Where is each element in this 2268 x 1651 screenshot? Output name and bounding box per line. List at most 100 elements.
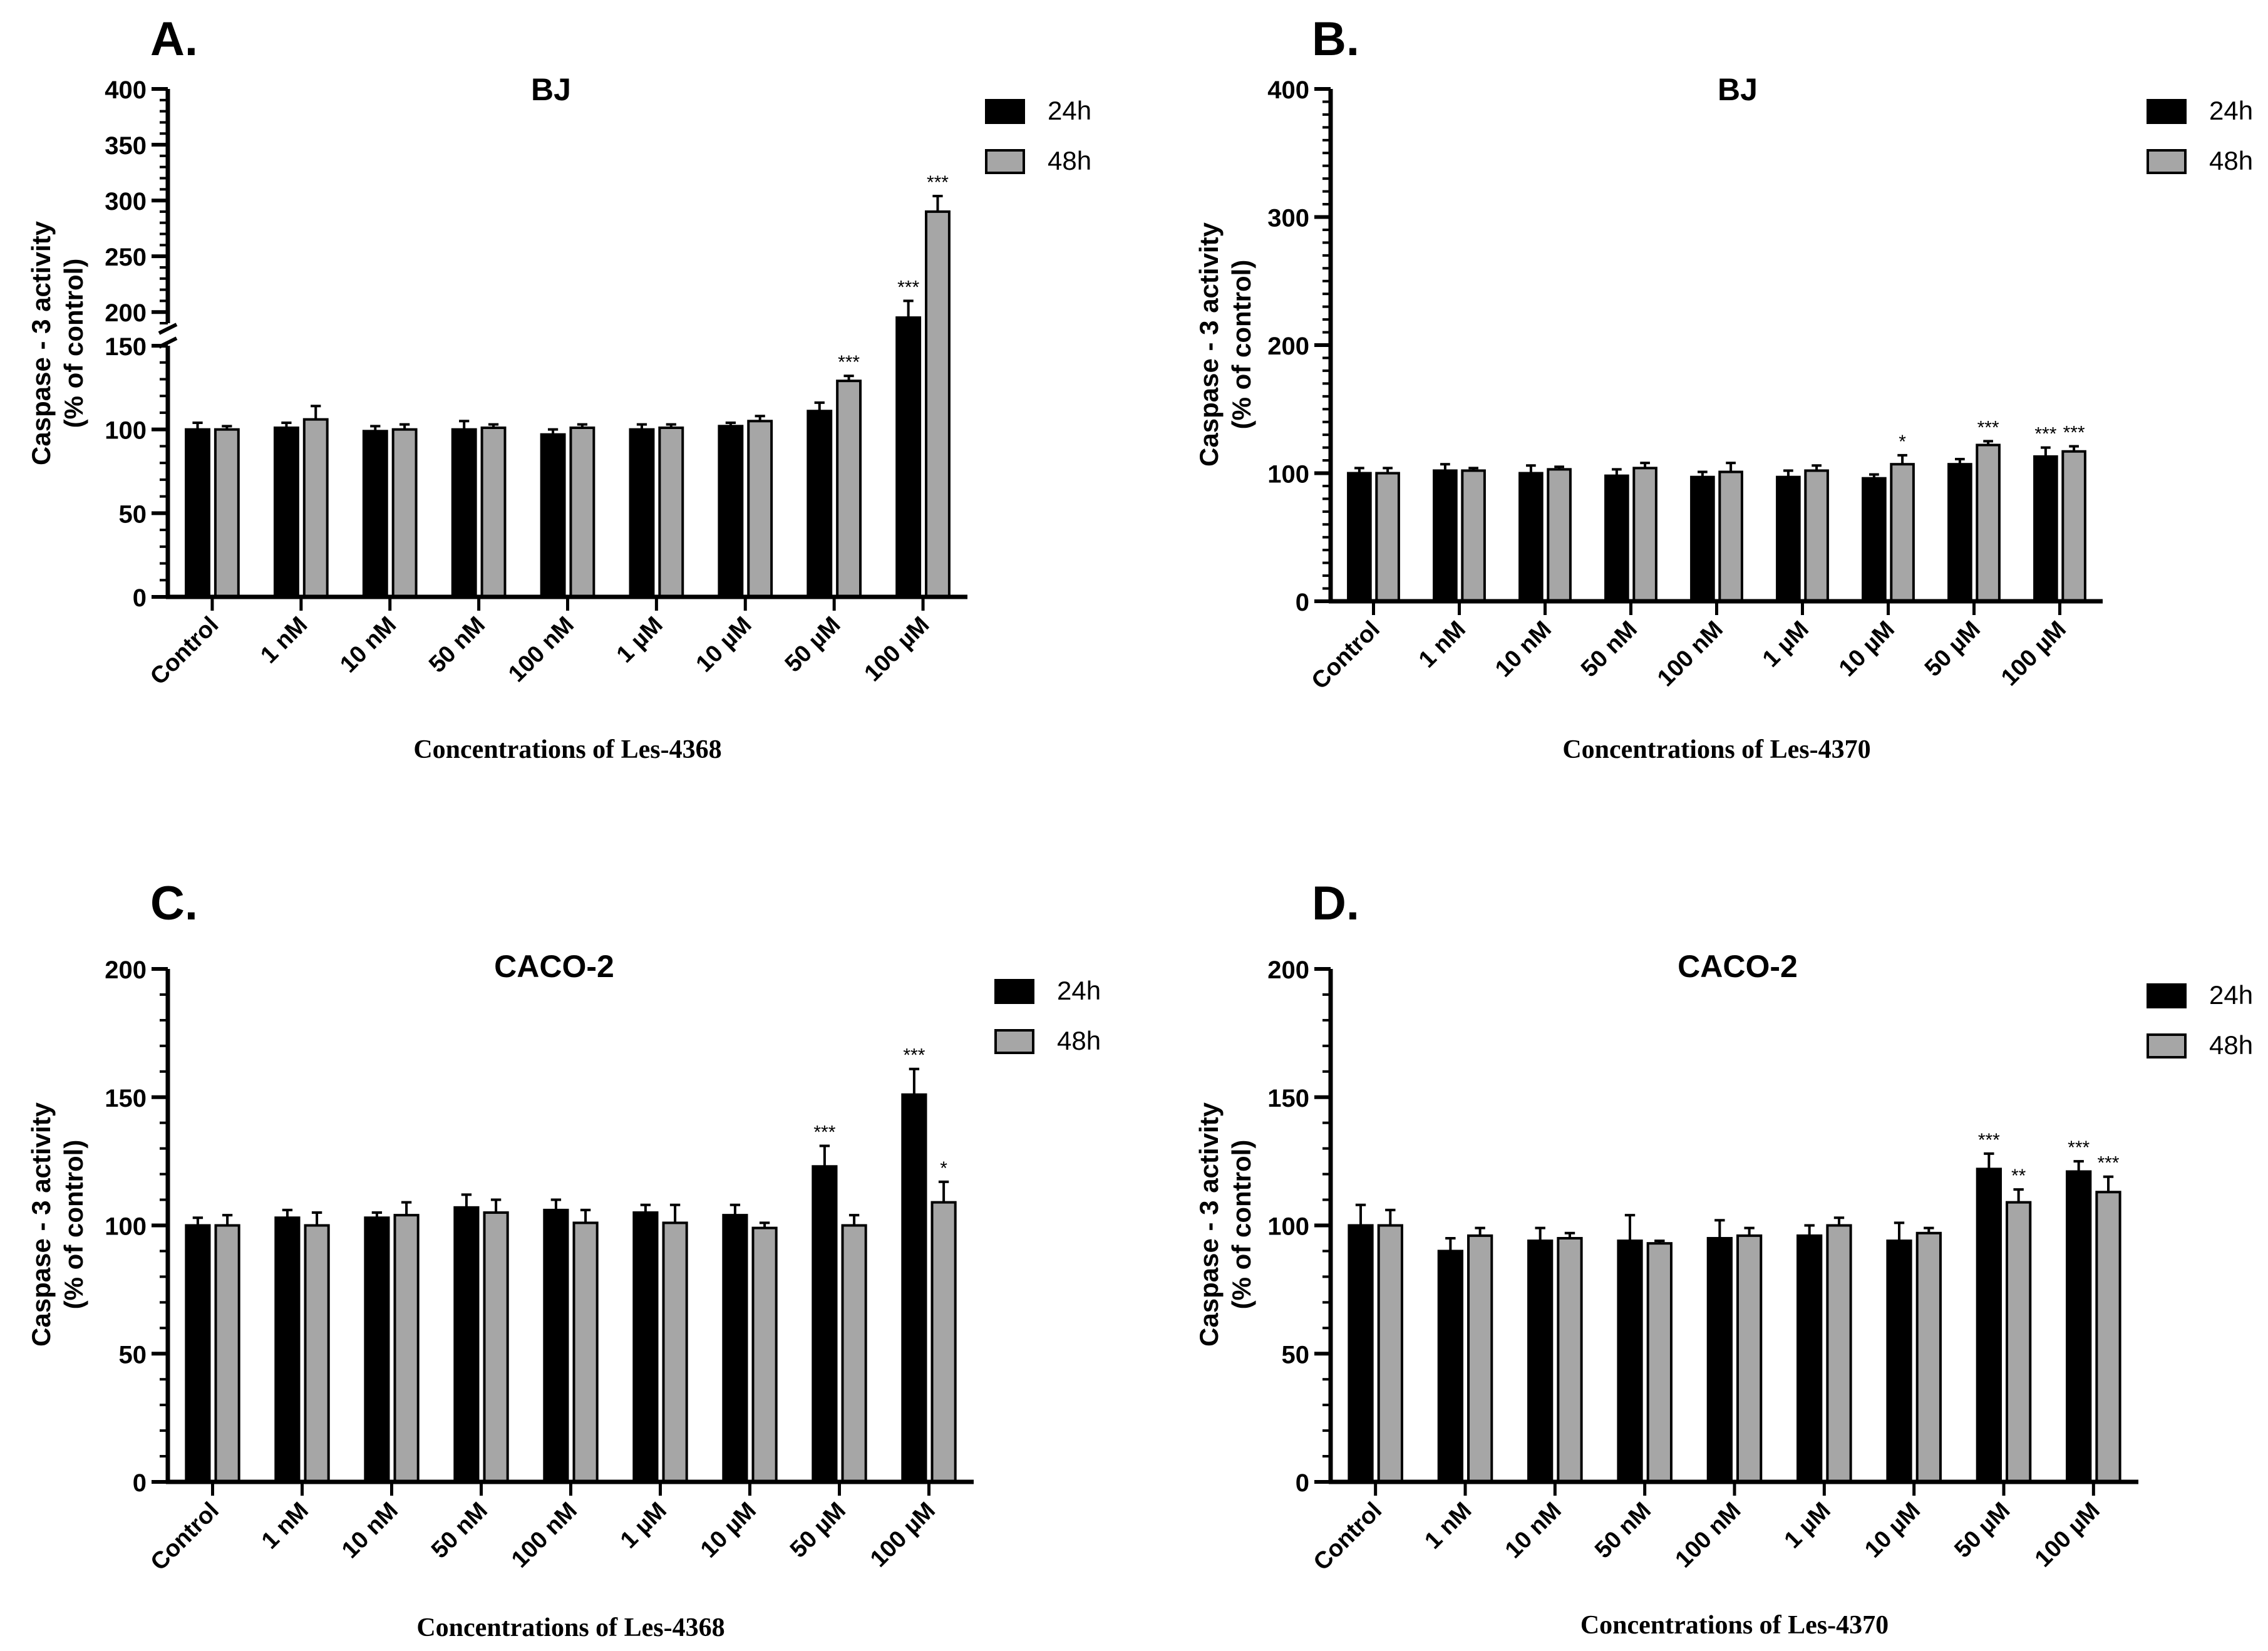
bar-48h-4 <box>572 1221 599 1484</box>
bar-48h-7 <box>1976 443 2001 603</box>
panel-label: C. <box>150 877 198 930</box>
legend-label-24h: 24h <box>2209 96 2253 125</box>
panel-label: B. <box>1312 13 1359 66</box>
y-tick-label: 200 <box>1267 956 1309 984</box>
bar-48h-2 <box>1557 1236 1583 1483</box>
y-axis-label-line1: Caspase - 3 activity <box>1194 1102 1224 1347</box>
bar-24h-6 <box>722 1214 748 1483</box>
legend-label-48h: 48h <box>2209 1030 2253 1060</box>
y-axis-label: Caspase - 3 activity (% of control) <box>26 220 88 465</box>
bar-48h-7 <box>2006 1201 2032 1484</box>
y-tick-label: 100 <box>1267 461 1309 489</box>
significance-label: *** <box>897 277 919 298</box>
chart-title: BJ <box>1718 72 1758 107</box>
bar-24h-6 <box>718 425 744 598</box>
bar-48h-2 <box>391 428 418 599</box>
bar-24h-1 <box>273 426 299 598</box>
x-tick-label: 100 µM <box>2030 1498 2105 1573</box>
bar-48h-4 <box>1718 470 1743 603</box>
bar-24h-8 <box>2066 1170 2092 1483</box>
bar-48h-8 <box>2095 1191 2121 1483</box>
bar-24h-2 <box>1518 472 1544 603</box>
bar-24h-0 <box>1347 472 1372 603</box>
x-tick-label: 100 µM <box>1996 616 2071 691</box>
x-tick-label: 10 nM <box>1490 616 1557 683</box>
x-tick-label: 50 nM <box>1576 616 1642 683</box>
bar-24h-1 <box>1433 469 1458 603</box>
bar-24h-0 <box>185 1224 211 1483</box>
bar-48h-8 <box>2061 450 2086 603</box>
bar-48h-5 <box>1826 1224 1852 1483</box>
bar-24h-4 <box>1690 475 1715 603</box>
bar-24h-3 <box>1604 474 1629 603</box>
legend-swatch-24h <box>994 979 1034 1004</box>
y-tick-label: 100 <box>1267 1213 1309 1241</box>
bar-24h-2 <box>362 430 388 599</box>
y-tick-label: 0 <box>133 584 147 612</box>
y-axis-label-line2: (% of control) <box>1227 1140 1256 1310</box>
y-axis-label-line2: (% of control) <box>59 259 88 428</box>
y-tick-label: 400 <box>1267 76 1309 104</box>
y-axis-label: Caspase - 3 activity (% of control) <box>1194 222 1256 467</box>
bar-24h-6 <box>1886 1240 1912 1483</box>
y-tick-label: 50 <box>119 1341 147 1369</box>
x-axis-label: Concentrations of Les-4368 <box>416 1613 724 1642</box>
bar-24h-4 <box>1706 1236 1733 1483</box>
y-tick-label: 350 <box>105 132 147 160</box>
bar-24h-8 <box>895 316 922 598</box>
x-tick-label: 10 µM <box>696 1498 761 1563</box>
bar-48h-1 <box>304 1224 330 1483</box>
bar-48h-3 <box>480 426 507 598</box>
y-tick-label: 200 <box>105 956 147 984</box>
y-tick-label: 0 <box>1296 1469 1309 1497</box>
chart-panel-a: A. BJ 0 50 100 150 200 250 300 350 400 Caspase - 3 … <box>26 13 1091 764</box>
bar-24h-5 <box>632 1211 659 1484</box>
bar-24h-1 <box>274 1216 301 1483</box>
legend-swatch-24h <box>2147 983 2187 1008</box>
bar-48h-5 <box>662 1221 688 1484</box>
bar-24h-7 <box>1976 1167 2002 1484</box>
y-tick-label: 0 <box>133 1469 147 1497</box>
panel-label: D. <box>1312 877 1359 930</box>
bar-48h-3 <box>1646 1242 1673 1484</box>
bar-48h-8 <box>930 1201 957 1484</box>
y-tick-label: 300 <box>105 188 147 215</box>
significance-label: *** <box>903 1045 925 1066</box>
bar-24h-0 <box>1348 1224 1374 1483</box>
x-tick-label: 1 nM <box>1420 1498 1477 1555</box>
y-tick-label: 100 <box>105 417 147 445</box>
significance-label: *** <box>927 172 949 193</box>
bar-48h-0 <box>214 428 240 599</box>
x-axis-label: Concentrations of Les-4368 <box>413 735 721 764</box>
chart-title: BJ <box>531 72 571 107</box>
y-tick-label: 100 <box>105 1213 147 1241</box>
significance-label: *** <box>2068 1137 2090 1158</box>
chart-title: CACO-2 <box>494 949 614 984</box>
bar-24h-5 <box>629 428 655 599</box>
legend-label-24h: 24h <box>1057 976 1101 1005</box>
x-axis-label: Concentrations of Les-4370 <box>1580 1611 1889 1640</box>
bar-48h-1 <box>1467 1234 1493 1483</box>
legend-swatch-24h <box>2147 99 2187 124</box>
legend-swatch-24h <box>985 99 1025 124</box>
significance-label: * <box>1899 432 1906 452</box>
bar-48h-7 <box>841 1224 867 1483</box>
x-tick-label: 1 µM <box>612 612 668 668</box>
bar-48h-3 <box>1632 467 1657 603</box>
x-tick-label: 1 µM <box>1758 616 1814 673</box>
x-tick-label: 10 nM <box>337 1498 403 1564</box>
bar-24h-7 <box>812 1165 838 1483</box>
bar-48h-8 <box>925 210 951 598</box>
x-tick-label: Control <box>1307 616 1385 695</box>
y-axis-label-line2: (% of control) <box>59 1140 88 1310</box>
legend-swatch-48h <box>2147 1033 2187 1058</box>
x-tick-label: Control <box>1309 1498 1387 1576</box>
bar-24h-6 <box>1862 477 1887 603</box>
chart-panel-d: D. CACO-2 0 50 100 150 200 Caspase - 3 activity… <box>1194 877 2253 1640</box>
x-tick-label: 100 µM <box>865 1498 941 1573</box>
bar-24h-1 <box>1437 1250 1463 1483</box>
bar-48h-2 <box>1547 468 1572 603</box>
bar-48h-7 <box>836 380 862 598</box>
bar-48h-0 <box>1377 1224 1403 1483</box>
x-tick-label: 100 nM <box>1652 616 1728 692</box>
